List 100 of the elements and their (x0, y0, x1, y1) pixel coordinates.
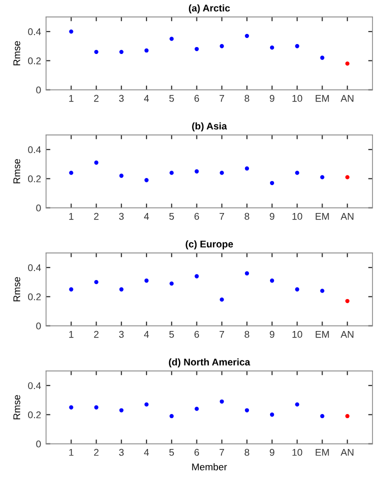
y-tick-label: 0.4 (28, 146, 41, 154)
x-tick-label: 8 (244, 330, 250, 338)
chart-title: (a) Arctic (188, 4, 230, 14)
point (220, 44, 224, 48)
point (144, 178, 149, 182)
x-tick-label: EM (316, 331, 329, 338)
x-tick-label: 6 (194, 94, 200, 102)
chart-title: (d) North America (168, 358, 250, 368)
x-tick-label: 8 (244, 448, 250, 456)
point (244, 408, 250, 412)
point (69, 29, 74, 34)
point (119, 50, 124, 54)
x-tick-label: 1 (69, 95, 74, 102)
y-tick-label: 0.4 (28, 28, 41, 36)
point (295, 44, 300, 48)
point (194, 406, 199, 411)
x-tick-label: 3 (119, 212, 124, 220)
y-axis-title: Rmse (13, 159, 20, 184)
point (320, 288, 324, 293)
x-tick-label: 6 (194, 448, 200, 456)
x-tick-label: AN (340, 331, 354, 338)
point (295, 402, 300, 407)
point (94, 280, 98, 284)
point (220, 297, 224, 302)
x-tick-label: 4 (144, 95, 149, 102)
x-tick-label: 10 (292, 94, 302, 102)
point (270, 278, 274, 283)
point (170, 170, 174, 175)
point (345, 175, 350, 180)
point (144, 278, 149, 283)
point (295, 287, 300, 292)
x-tick-label: EM (316, 448, 329, 456)
point (94, 50, 98, 54)
x-tick-label: 9 (270, 94, 274, 102)
point (220, 170, 224, 175)
point (320, 414, 324, 418)
x-tick-label: 6 (194, 212, 200, 220)
point (270, 180, 274, 186)
x-tick-label: 5 (169, 331, 174, 338)
point (144, 48, 149, 53)
point (119, 287, 124, 292)
x-tick-label: 3 (119, 330, 124, 338)
x-tick-label: 5 (169, 448, 174, 456)
point (244, 166, 250, 171)
x-tick-label: AN (340, 213, 354, 220)
chart-title: (c) Europe (186, 240, 233, 250)
y-axis-title: Rmse (13, 41, 20, 66)
point (244, 34, 250, 38)
point (69, 287, 74, 292)
y-tick-label: 0 (36, 322, 41, 330)
x-tick-label: 5 (169, 95, 174, 102)
x-tick-label: 1 (69, 331, 74, 338)
y-tick-label: 0.2 (28, 57, 41, 64)
x-tick-label: 5 (169, 213, 174, 220)
point (69, 170, 74, 175)
point (295, 170, 300, 175)
point (170, 36, 174, 41)
point (270, 45, 274, 50)
y-axis-title: Rmse (13, 277, 20, 302)
x-tick-label: AN (340, 448, 354, 456)
x-tick-label: 7 (220, 213, 224, 220)
x-tick-label: 4 (144, 448, 149, 456)
point (194, 274, 199, 278)
point (94, 405, 98, 410)
x-tick-label: 1 (69, 448, 74, 456)
x-tick-label: EM (316, 213, 329, 220)
point (320, 175, 324, 180)
point (194, 46, 199, 52)
y-tick-label: 0.2 (28, 293, 41, 300)
x-tick-label: 6 (194, 330, 200, 338)
x-tick-label: 3 (119, 94, 124, 102)
point (170, 281, 174, 286)
point (170, 414, 174, 418)
x-tick-label: 2 (94, 330, 99, 338)
point (69, 405, 74, 410)
x-tick-label: AN (340, 95, 354, 102)
x-tick-label: 4 (144, 213, 149, 220)
point (345, 414, 350, 418)
x-tick-label: 9 (270, 448, 274, 456)
point (119, 408, 124, 412)
x-tick-label: 2 (94, 212, 99, 220)
x-tick-label: 9 (270, 212, 274, 220)
x-tick-label: 8 (244, 94, 250, 102)
x-tick-label: EM (316, 95, 329, 102)
y-tick-label: 0 (36, 204, 41, 212)
point (220, 399, 224, 404)
x-tick-label: 7 (220, 95, 224, 102)
point (144, 402, 149, 407)
x-tick-label: 8 (244, 212, 250, 220)
point (119, 174, 124, 178)
y-tick-label: 0.2 (28, 175, 41, 182)
x-tick-label: 10 (292, 212, 302, 220)
x-tick-label: 4 (144, 331, 149, 338)
y-tick-label: 0 (36, 440, 41, 448)
x-tick-label: 9 (270, 330, 274, 338)
point (345, 298, 350, 304)
x-axis-title: Member (192, 463, 227, 470)
x-tick-label: 10 (292, 448, 302, 456)
x-tick-label: 1 (69, 213, 74, 220)
y-axis-title: Rmse (13, 395, 20, 420)
